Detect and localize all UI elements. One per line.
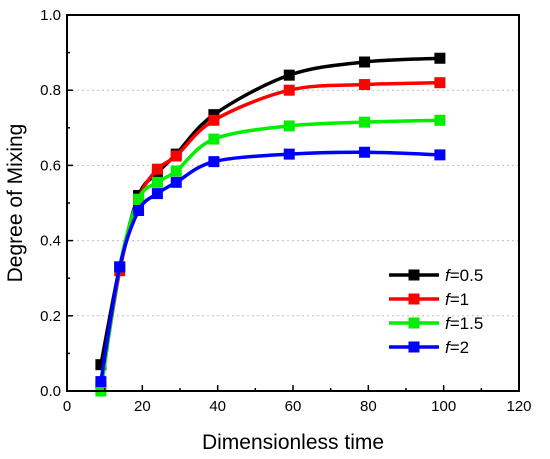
data-point	[359, 116, 371, 128]
data-point	[151, 176, 163, 188]
data-point	[434, 149, 446, 161]
legend-item: f=0.5	[389, 266, 483, 285]
data-point	[208, 114, 220, 126]
data-point	[283, 84, 295, 96]
legend-marker	[408, 341, 420, 353]
data-point	[133, 205, 145, 217]
data-point	[434, 114, 446, 126]
series-group	[95, 146, 446, 388]
data-point	[283, 148, 295, 160]
y-tick-label: 1.0	[40, 7, 61, 24]
legend-label: f=2	[445, 338, 469, 357]
data-point	[95, 359, 107, 371]
x-tick-label: 20	[134, 398, 151, 415]
data-point	[208, 156, 220, 168]
x-tick-label: 0	[63, 398, 71, 415]
x-tick-label: 100	[431, 398, 456, 415]
data-point	[283, 69, 295, 81]
x-tick-label: 80	[360, 398, 377, 415]
data-point	[170, 176, 182, 188]
data-point	[208, 109, 220, 121]
y-tick-label: 0.2	[40, 308, 61, 325]
data-point	[95, 376, 107, 388]
legend-label: f=1.5	[445, 314, 483, 333]
series-layer	[95, 52, 446, 397]
legend-label: f=0.5	[445, 266, 483, 285]
legend-marker	[408, 269, 420, 281]
data-point	[170, 150, 182, 162]
legend-item: f=1.5	[389, 314, 483, 333]
x-tick-label: 40	[209, 398, 226, 415]
legend-marker	[408, 317, 420, 329]
data-point	[170, 165, 182, 177]
x-tick-label: 120	[506, 398, 531, 415]
x-axis-title: Dimensionless time	[202, 431, 384, 454]
data-point	[208, 133, 220, 145]
y-tick-label: 0.0	[40, 383, 61, 400]
data-point	[434, 77, 446, 89]
y-tick-label: 0.6	[40, 157, 61, 174]
y-tick-label: 0.4	[40, 233, 61, 250]
data-point	[114, 261, 126, 273]
legend-item: f=2	[389, 338, 469, 357]
x-tick-label: 60	[285, 398, 302, 415]
data-point	[151, 188, 163, 200]
data-point	[359, 79, 371, 91]
data-point	[359, 56, 371, 68]
legend-marker	[408, 293, 420, 305]
legend-label: f=1	[445, 290, 469, 309]
axis-ticks: 0 20 40 60 80 100 120 0.0 0.2 0.4 0.6 0.8 1.0	[40, 7, 531, 415]
legend: f=0.5 f=1 f=1.5 f=2	[389, 266, 483, 357]
data-point	[151, 163, 163, 175]
data-point	[133, 193, 145, 205]
data-point	[434, 52, 446, 64]
y-tick-label: 0.8	[40, 82, 61, 99]
legend-item: f=1	[389, 290, 469, 309]
y-axis-title: Degree of Mixing	[4, 124, 27, 283]
data-point	[359, 146, 371, 158]
data-point	[283, 120, 295, 132]
